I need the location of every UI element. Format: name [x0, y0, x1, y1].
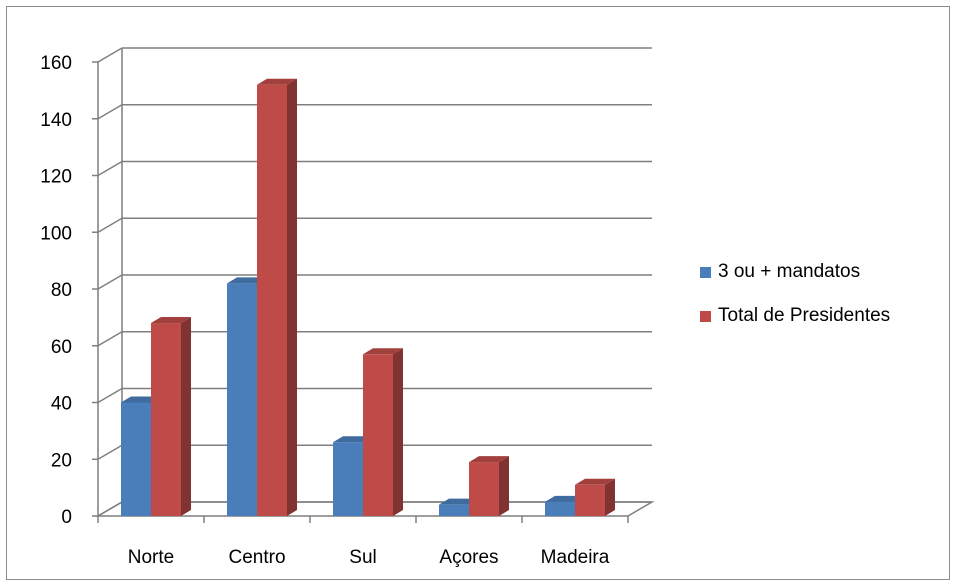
- bar-front-1-3: [469, 462, 499, 516]
- legend-item-series-2: Total de Presidentes: [700, 302, 890, 330]
- bar-front-0-4: [545, 501, 575, 516]
- x-tick-label-1: Centro: [228, 547, 285, 568]
- y-tick-label-4: 80: [51, 280, 72, 301]
- bar-front-0-1: [227, 283, 257, 516]
- bar-front-0-0: [121, 402, 151, 516]
- y-tick-label-5: 100: [40, 223, 72, 244]
- x-tick-label-3: Açores: [439, 547, 498, 568]
- bar-1-3: [469, 456, 509, 516]
- gridline-depth-2: [97, 387, 123, 404]
- bar-top-1-4: [575, 478, 615, 485]
- bar-front-1-4: [575, 484, 605, 516]
- gridline-depth-7: [97, 104, 123, 120]
- bar-side-1-3: [499, 456, 509, 516]
- bar-top-1-3: [469, 456, 509, 463]
- bar-side-1-2: [393, 348, 403, 516]
- bar-top-1-2: [363, 348, 403, 355]
- gridline-depth-6: [97, 160, 123, 177]
- legend-label-series-2: Total de Presidentes: [718, 305, 891, 326]
- gridline-depth-1: [97, 444, 123, 460]
- bar-0-1: [227, 277, 267, 516]
- x-tick-label-4: Madeira: [541, 547, 610, 568]
- gridline-depth-3: [97, 331, 123, 347]
- bar-side-1-4: [605, 478, 615, 516]
- gridline-depth-8: [97, 47, 123, 63]
- bar-front-0-3: [439, 504, 469, 516]
- x-tick-label-2: Sul: [349, 547, 376, 568]
- bar-side-1-1: [287, 78, 297, 516]
- legend-swatch-series-1: [700, 266, 711, 278]
- gridline-depth-5: [97, 217, 123, 233]
- y-tick-label-3: 60: [51, 337, 72, 358]
- bar-front-0-2: [333, 442, 363, 516]
- y-tick-label-6: 120: [40, 167, 72, 188]
- legend-label-series-1: 3 ou + mandatos: [718, 261, 861, 282]
- x-tick-label-0: Norte: [128, 547, 174, 568]
- legend: 3 ou + mandatos Total de Presidentes: [700, 258, 890, 346]
- bar-1-0: [151, 317, 191, 516]
- y-tick-label-7: 140: [40, 110, 72, 131]
- y-tick-label-2: 40: [51, 394, 72, 415]
- bar-side-1-0: [181, 317, 191, 516]
- bar-1-2: [363, 348, 403, 516]
- bar-1-1: [257, 78, 297, 516]
- y-tick-label-0: 0: [61, 507, 72, 528]
- legend-item-series-1: 3 ou + mandatos: [700, 258, 890, 286]
- y-tick-label-1: 20: [51, 450, 72, 471]
- bar-1-4: [575, 478, 615, 516]
- bar-front-1-1: [257, 84, 287, 516]
- gridline-depth-4: [97, 274, 123, 290]
- y-tick-label-8: 160: [40, 53, 72, 74]
- bar-front-1-0: [151, 323, 181, 516]
- bar-top-1-0: [151, 317, 191, 324]
- bar-top-1-1: [257, 78, 297, 85]
- legend-swatch-series-2: [700, 310, 711, 322]
- bar-front-1-2: [363, 354, 393, 516]
